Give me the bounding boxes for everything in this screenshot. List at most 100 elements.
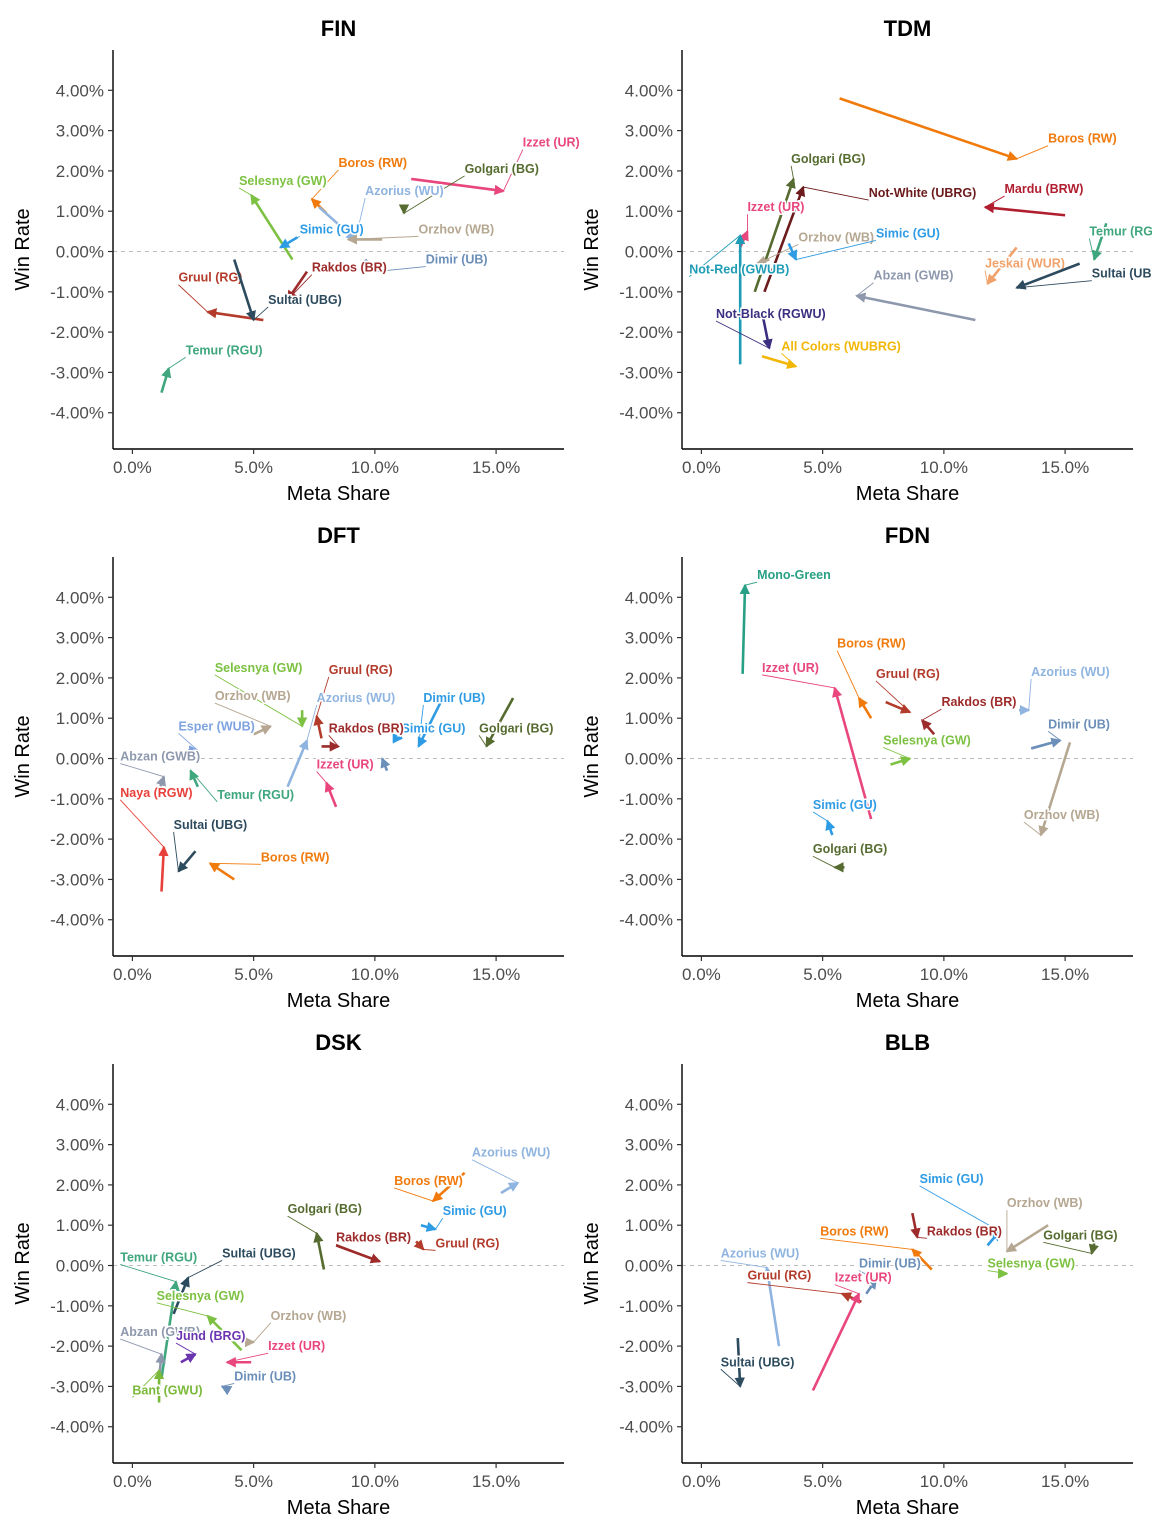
series-mono-green: Mono-Green <box>739 567 832 674</box>
y-tick-label: -3.00% <box>619 1377 673 1396</box>
y-tick-label: -3.00% <box>50 363 104 382</box>
y-tick-label: 2.00% <box>56 669 104 688</box>
arrow-mark <box>158 845 169 892</box>
series-izzet-ur: Izzet (UR) <box>761 659 873 820</box>
leader-line <box>812 855 835 868</box>
series-rakdos-br: Rakdos (BR) <box>335 1229 413 1264</box>
series-simic-gu: Simic (GU) <box>392 720 467 744</box>
arrow-label: Abzan (GWB) <box>874 269 954 283</box>
y-tick-label: -1.00% <box>619 283 673 302</box>
leader-line <box>418 705 424 747</box>
arrow-mark <box>911 1248 933 1271</box>
leader-line <box>316 771 327 783</box>
leader-line <box>715 320 770 349</box>
series-temur-rgu: Temur (RGU) <box>160 342 264 393</box>
x-tick-label: 5.0% <box>803 1472 842 1491</box>
arrow-mark <box>286 738 309 788</box>
series-boros-rw: Boros (RW) <box>819 1223 933 1271</box>
arrow-label: Azorius (WU) <box>365 184 443 198</box>
x-tick-label: 0.0% <box>113 1472 152 1491</box>
arrow-label: Rakdos (BR) <box>336 1230 411 1244</box>
leader-line <box>790 165 794 180</box>
arrow-label: Golgari (BG) <box>1043 1228 1117 1242</box>
y-tick-label: -1.00% <box>50 283 104 302</box>
arrow-label: Azorius (WU) <box>1031 665 1109 679</box>
leader-line <box>1023 821 1042 836</box>
leader-line <box>355 197 366 240</box>
arrow-label: Simic (GU) <box>920 1172 984 1186</box>
arrow-mark <box>160 366 172 393</box>
leader-line <box>921 708 942 721</box>
y-tick-label: -2.00% <box>619 830 673 849</box>
y-tick-label: -2.00% <box>619 323 673 342</box>
arrow-mark <box>855 292 976 322</box>
arrow-mark <box>1088 1232 1099 1255</box>
series-selesnya-gw: Selesnya (GW) <box>238 173 328 261</box>
leader-line <box>781 352 797 367</box>
arrow-label: Abzan (GWB) <box>120 1325 200 1339</box>
arrow-mark <box>983 202 1066 217</box>
y-tick-label: -3.00% <box>619 870 673 889</box>
x-axis-title: Meta Share <box>856 1497 959 1519</box>
series-abzan-gwb: Abzan (GWB) <box>119 748 202 792</box>
arrow-mark <box>1030 737 1062 750</box>
x-tick-label: 10.0% <box>351 458 399 477</box>
arrow-label: Temur (RGU) <box>217 788 294 802</box>
series-jeskai-wur: Jeskai (WUR) <box>984 246 1066 285</box>
series-sultai-ubg: Sultai (UBG) <box>232 259 343 322</box>
x-tick-label: 15.0% <box>472 458 520 477</box>
arrow-label: Selesnya (GW) <box>988 1257 1076 1271</box>
leader-line <box>688 235 741 278</box>
arrow-label: Dimir (UB) <box>1048 717 1110 731</box>
leader-line <box>1047 730 1061 741</box>
arrow-mark <box>431 1171 466 1203</box>
leader-line <box>984 195 1005 208</box>
series-orzhov-wb: Orzhov (WB) <box>213 688 292 736</box>
leader-line <box>478 735 487 747</box>
leader-line <box>280 235 300 248</box>
x-tick-label: 15.0% <box>1041 1472 1089 1491</box>
series-izzet-ur: Izzet (UR) <box>225 1338 327 1368</box>
arrow-label: Simic (GU) <box>443 1204 507 1218</box>
panel-title: TDM <box>884 16 932 41</box>
y-tick-label: 0.00% <box>56 750 104 769</box>
leader-line <box>226 1352 269 1363</box>
arrow-label: Gruul (RG) <box>329 663 393 677</box>
arrow-label: Boros (RW) <box>837 637 906 651</box>
series-selesnya-gw: Selesnya (GW) <box>882 732 972 767</box>
leader-line <box>875 680 911 713</box>
y-tick-label: 3.00% <box>56 122 104 141</box>
arrow-mark <box>318 206 357 241</box>
x-tick-label: 0.0% <box>682 965 721 984</box>
arrow-label: Sultai (UBG) <box>1092 267 1152 281</box>
series-simic-gu: Simic (GU) <box>811 796 878 836</box>
series-selesnya-gw: Selesnya (GW) <box>986 1255 1077 1279</box>
y-axis-title: Win Rate <box>12 208 34 290</box>
leader-line <box>120 763 165 778</box>
y-tick-label: -4.00% <box>619 404 673 423</box>
series-boros-rw: Boros (RW) <box>208 849 331 881</box>
y-tick-label: 1.00% <box>56 709 104 728</box>
x-tick-label: 15.0% <box>472 965 520 984</box>
leader-line <box>178 284 208 313</box>
y-tick-label: 0.00% <box>625 750 673 769</box>
leader-line <box>348 235 419 240</box>
leader-line <box>747 1282 843 1295</box>
x-tick-label: 0.0% <box>682 1472 721 1491</box>
arrow-mark <box>364 258 376 273</box>
arrow-mark <box>910 1212 921 1239</box>
arrow-label: Azorius (WU) <box>317 691 395 705</box>
leader-line <box>720 1368 741 1387</box>
leader-line <box>178 732 199 751</box>
arrow-mark <box>313 1231 326 1270</box>
x-tick-label: 10.0% <box>920 1472 968 1491</box>
y-tick-label: -3.00% <box>619 363 673 382</box>
leader-line <box>120 1264 177 1283</box>
x-axis-title: Meta Share <box>856 990 959 1012</box>
series-golgari-bg: Golgari (BG) <box>478 697 555 748</box>
arrow-mark <box>177 850 197 873</box>
series-not-red-gwub: Not-Red (GWUB) <box>688 233 791 365</box>
arrow-mark <box>485 697 515 748</box>
leader-line <box>987 1270 1007 1275</box>
y-axis-title: Win Rate <box>12 1222 34 1304</box>
